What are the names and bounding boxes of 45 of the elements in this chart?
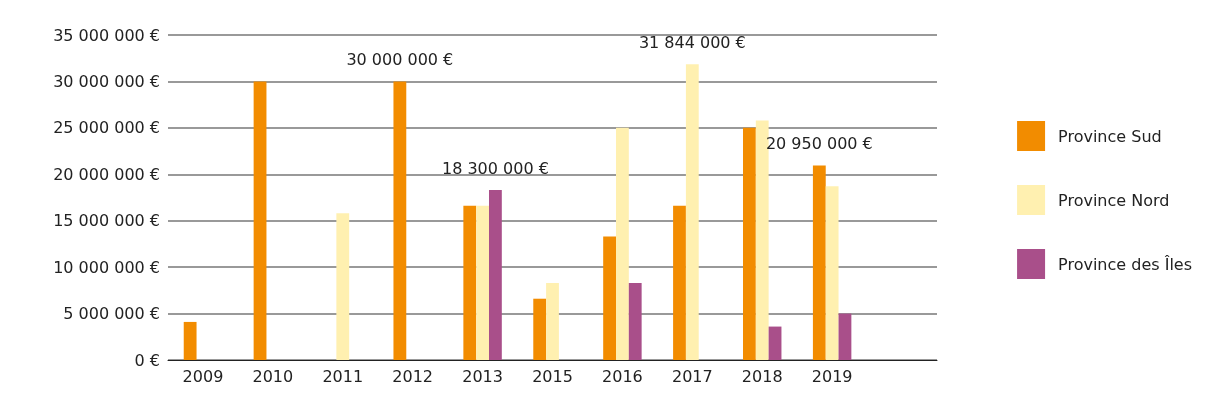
x-tick-label: 2012 [392,366,434,386]
legend-label: Province Sud [1058,126,1162,146]
bar [768,326,782,360]
x-tick-label: 2010 [252,366,294,386]
bar [253,81,267,360]
bar [628,282,642,360]
y-tick-label: 15 000 000 € [53,211,160,231]
x-tick-label: 2019 [811,366,853,386]
bar [685,64,699,360]
bar [336,213,350,360]
bar [825,186,839,360]
y-tick-label: 10 000 000 € [53,257,160,277]
bar [616,127,629,360]
bar [183,321,197,360]
legend-label: Province Nord [1058,190,1170,210]
y-tick-label: 5 000 000 € [63,304,160,324]
x-tick-label: 2016 [602,366,643,386]
y-tick-label: 25 000 000 € [53,118,160,138]
x-tick-label: 2009 [182,366,224,386]
data-label: 31 844 000 € [638,32,746,52]
bar [546,282,559,360]
bar [393,81,407,360]
data-label: 30 000 000 € [346,49,454,69]
y-tick-label: 30 000 000 € [53,71,160,91]
bar [463,205,477,360]
x-tick-label: 2015 [532,366,573,386]
bar [489,190,502,360]
bar [743,127,756,360]
bar [812,165,826,360]
x-tick-label: 2018 [741,366,783,386]
data-label: 18 300 000 € [441,158,549,178]
y-tick-label: 35 000 000 € [53,25,160,45]
bar [838,313,852,360]
y-tick-label: 0 € [134,350,160,370]
bar [476,205,489,360]
x-tick-label: 2011 [322,366,364,386]
bar [533,298,547,360]
legend-label: Province des Îles [1058,254,1193,274]
x-tick-label: 2017 [671,366,713,386]
y-tick-label: 20 000 000 € [53,164,160,184]
x-tick-label: 2013 [462,366,503,386]
bar [673,205,686,360]
bar [603,236,616,360]
data-label: 20 950 000 € [765,133,873,153]
bar [755,120,769,360]
